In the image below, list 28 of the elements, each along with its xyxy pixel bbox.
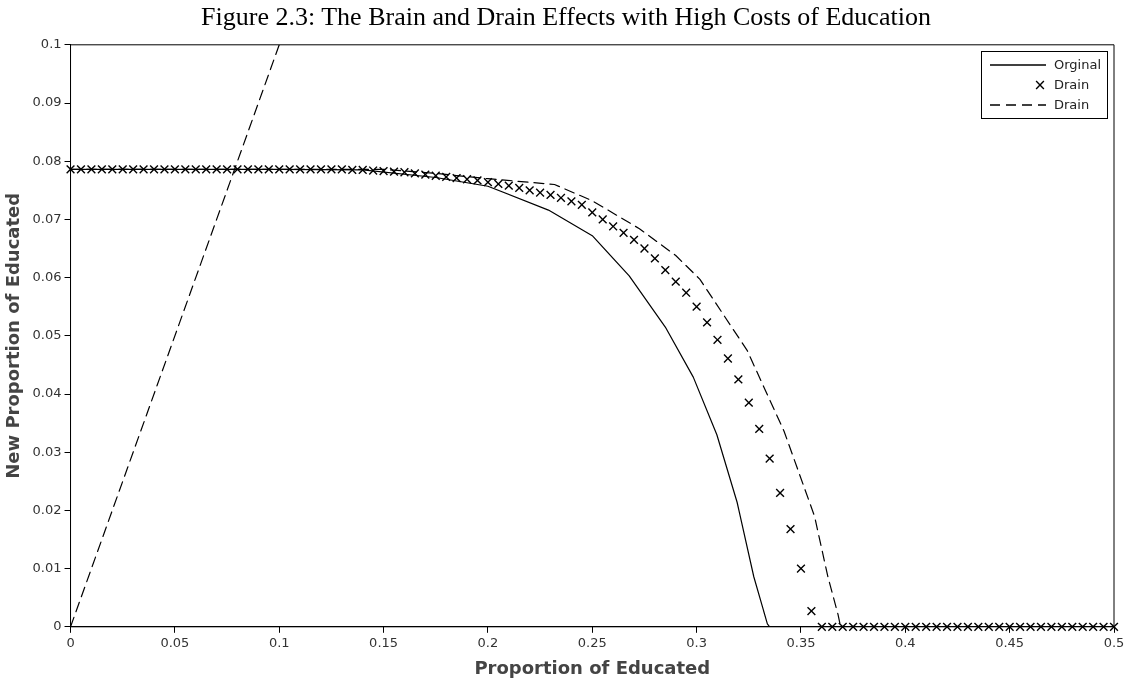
y-tick-label: 0.09 [32,94,62,110]
x-tick-label: 0.3 [686,634,707,650]
y-tick-label: 0.1 [40,36,62,52]
x-tick-label: 0.15 [369,634,399,650]
x-axis-title: Proportion of Educated [474,656,711,678]
legend-label: Drain [1053,77,1090,93]
x-tick-label: 0.2 [477,634,499,650]
y-tick-label: 0.08 [32,152,62,168]
y-tick-label: 0.02 [32,501,62,517]
x-tick-label: 0.1 [268,634,290,650]
x-tick-label: 0.05 [160,634,190,650]
x-tick-label: 0.45 [995,634,1025,650]
legend-label: Orginal [1053,57,1101,73]
legend-label: Drain [1053,97,1090,113]
x-tick-label: 0.35 [786,634,816,650]
y-axis-title: New Proportion of Educated [2,192,24,479]
y-tick-label: 0.01 [32,559,62,575]
x-tick-label: 0.4 [894,634,916,650]
chart-title: Figure 2.3: The Brain and Drain Effects with High Costs of Education [200,2,932,32]
y-tick-label: 0.05 [32,327,62,343]
x-tick-label: 0.25 [577,634,607,650]
y-tick-label: 0.07 [32,210,62,226]
y-tick-label: 0.03 [32,443,62,459]
y-tick-label: 0.06 [32,268,62,284]
x-tick-label: 0 [66,634,75,650]
x-tick-label: 0.5 [1103,634,1125,650]
y-tick-label: 0.04 [32,385,62,401]
y-tick-label: 0 [53,618,62,634]
